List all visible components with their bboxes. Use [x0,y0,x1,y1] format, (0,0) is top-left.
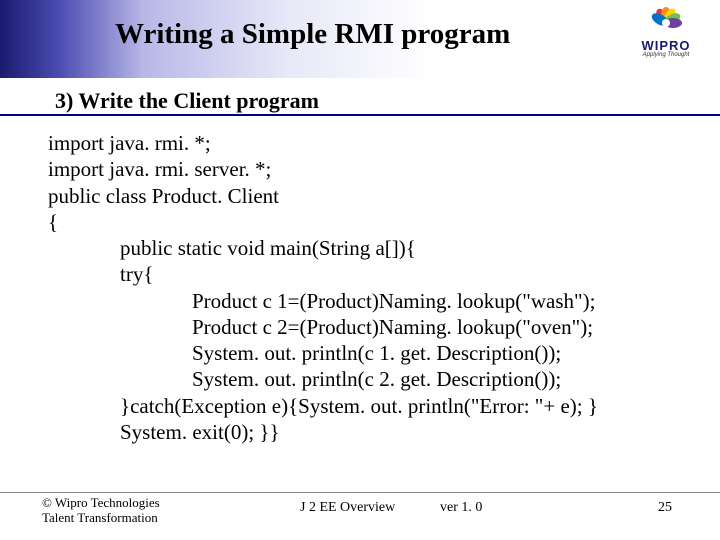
code-text: Product c 1=(Product)Naming. lookup("was… [48,288,595,314]
code-line: public class Product. Client [48,183,598,209]
code-line: System. exit(0); }} [48,419,598,445]
code-text: public static void main(String a[]){ [48,235,416,261]
code-line: public static void main(String a[]){ [48,235,598,261]
copyright-line2: Talent Transformation [42,510,158,525]
copyright-line1: © Wipro Technologies [42,495,160,510]
code-text: try{ [48,261,153,287]
code-line: System. out. println(c 2. get. Descripti… [48,366,598,392]
code-line: try{ [48,261,598,287]
code-text: System. exit(0); }} [48,419,280,445]
footer-divider [0,492,720,493]
code-line: }catch(Exception e){System. out. println… [48,393,598,419]
code-text: System. out. println(c 2. get. Descripti… [48,366,561,392]
rainbow-flower-icon [645,6,687,40]
code-text: import java. rmi. *; [48,131,211,155]
code-text: System. out. println(c 1. get. Descripti… [48,340,561,366]
code-line: { [48,209,598,235]
footer-center-text: J 2 EE Overview [300,500,395,516]
code-line: import java. rmi. *; [48,130,598,156]
subtitle-underline [0,114,720,116]
code-line: import java. rmi. server. *; [48,156,598,182]
code-line: Product c 2=(Product)Naming. lookup("ove… [48,314,598,340]
footer: © Wipro Technologies Talent Transformati… [0,492,720,530]
wipro-logo: WIPRO Applying Thought [630,6,702,68]
code-text: Product c 2=(Product)Naming. lookup("ove… [48,314,593,340]
code-line: Product c 1=(Product)Naming. lookup("was… [48,288,598,314]
page-number: 25 [658,500,672,516]
code-text: { [48,210,58,234]
code-line: System. out. println(c 1. get. Descripti… [48,340,598,366]
code-text: public class Product. Client [48,184,279,208]
code-text: }catch(Exception e){System. out. println… [48,393,598,419]
footer-version: ver 1. 0 [440,500,482,516]
code-block: import java. rmi. *;import java. rmi. se… [48,130,598,445]
copyright-text: © Wipro Technologies Talent Transformati… [42,496,160,526]
logo-wordmark: WIPRO [641,38,690,53]
page-title: Writing a Simple RMI program [115,18,510,51]
code-text: import java. rmi. server. *; [48,157,271,181]
section-subtitle: 3) Write the Client program [55,88,319,114]
logo-tagline: Applying Thought [643,52,690,58]
